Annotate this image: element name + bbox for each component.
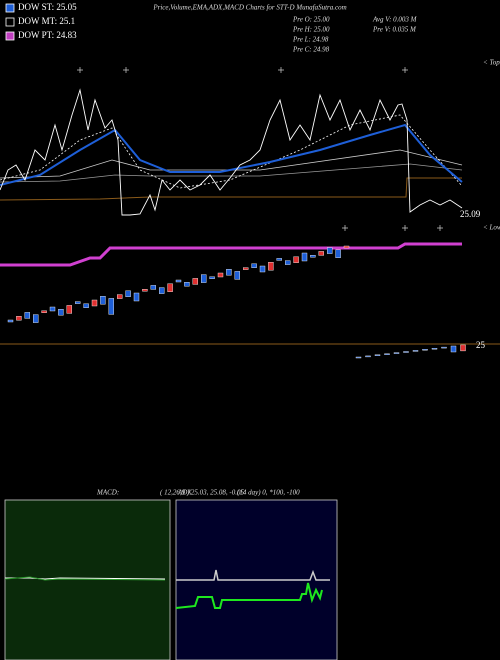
legend-label: DOW MT: 25.1 [18,16,75,26]
candle [33,314,39,323]
candle [301,252,308,262]
mt-line2 [0,149,463,179]
candle [310,254,316,258]
candle [293,256,299,263]
candle [167,283,173,292]
adx-label: ADX [177,489,192,497]
candle [226,269,232,276]
legend-label: DOW PT: 24.83 [18,30,77,40]
signal-line [4,576,166,581]
candle [200,274,207,283]
pt-line [0,177,462,201]
price-line [0,88,463,216]
candle [83,303,89,308]
candle [259,265,266,273]
candle [431,348,438,350]
legend-swatch [5,3,15,13]
di-line [175,582,323,609]
candle [91,299,98,307]
last-price: 25.09 [460,209,481,219]
candle [209,276,215,279]
candle [393,352,400,354]
candle [7,319,14,323]
ema-line [0,123,463,186]
tops-marker: < Tops [483,59,500,67]
lows-marker: < Lows [483,224,500,232]
stat: Pre H: 25.00 [292,26,330,34]
candles [7,245,466,359]
candle [327,247,333,254]
title: Price,Volume,EMA,ADX,MACD Charts for STT… [152,4,346,12]
stat: Avg V: 0.003 M [372,16,418,24]
candle [49,306,56,312]
candle [16,316,22,321]
candle [460,344,466,352]
candle [116,294,123,299]
candle [74,301,81,304]
candle [142,289,148,292]
stat: Pre V: 0.035 M [372,26,417,34]
level-label: 25 [476,340,486,350]
ema-dotted [0,114,463,189]
stat: Pre C: 24.98 [292,46,330,54]
candle [108,298,115,315]
candle [422,349,428,351]
candle [234,271,241,280]
adx-params: (14 day) 0, *100, -100 [237,489,300,497]
candle [268,262,274,271]
magenta-line [0,242,462,267]
mt-line [0,163,463,183]
candle [365,355,371,358]
candle [276,258,282,261]
candle [441,346,447,349]
candle [403,351,409,353]
legend-swatch [5,31,15,41]
candle [58,309,64,316]
candle [251,263,257,268]
candle [374,354,381,356]
candle [217,272,224,278]
candle [41,310,47,313]
candle [175,279,182,283]
candle [133,292,140,302]
adx-line [176,569,330,581]
candle [66,305,73,314]
macd-params: ( 12,26,9 ) 25.03, 25.08, -0.05 [160,489,244,497]
macd-label: MACD: [96,489,119,497]
candle [100,296,106,305]
candle [150,285,157,290]
candle [355,356,362,359]
candle [184,282,190,287]
candle [343,245,350,249]
candle [242,267,249,270]
stars [77,67,443,231]
candle [450,345,457,353]
candle [158,287,165,294]
candle [318,251,324,256]
candle [384,353,390,355]
candle [335,249,341,259]
candle [24,312,30,319]
candle [125,290,131,297]
legend-label: DOW ST: 25.05 [18,2,77,12]
stat: Pre O: 25.00 [292,16,330,24]
candle [412,350,419,352]
legend-swatch [5,17,15,27]
candle [192,278,199,285]
stat: Pre L: 24.98 [292,36,329,44]
candle [285,260,291,265]
